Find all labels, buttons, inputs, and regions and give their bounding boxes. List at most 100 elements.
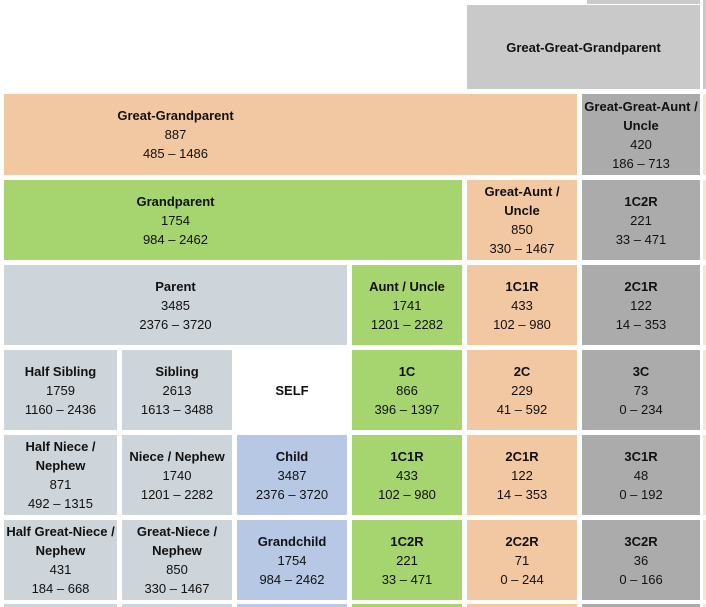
- cell-label: Niece / Nephew: [129, 448, 225, 464]
- cell-label: Great-Aunt / Uncle: [484, 184, 560, 218]
- cell-label: 1C2R: [390, 533, 424, 549]
- cell-label: Great-Great-Grandparent: [506, 39, 661, 55]
- cell-label: 2C1R: [505, 448, 539, 464]
- cell-label: 3C2R: [624, 533, 658, 549]
- cell-average: 2613: [162, 382, 192, 398]
- cell-r6-2c1r: 2C1R 122 14 – 353: [467, 435, 577, 515]
- cell-range: 330 – 1467: [144, 581, 210, 596]
- cell-label: 1C1R: [390, 448, 424, 464]
- cell-average: 48: [633, 467, 649, 483]
- cell-r3-1c2r: 1C2R 221 33 – 471: [582, 180, 700, 260]
- partial-bottom-row-col-3: [237, 604, 347, 607]
- cell-range: 33 – 471: [381, 571, 433, 587]
- cell-r2-great-grandparent: Great-Grandparent 887 485 – 1486: [4, 94, 577, 175]
- cell-label: Great-Niece / Nephew: [136, 524, 218, 558]
- cell-r4-parent: Parent 3485 2376 – 3720: [4, 265, 347, 345]
- cell-r5-2c: 2C 229 41 – 592: [467, 350, 577, 430]
- cell-label: 2C2R: [505, 533, 539, 549]
- cell-label: 2C1R: [624, 278, 658, 294]
- cell-label: Half Niece / Nephew: [25, 439, 96, 473]
- cell-label: Half Sibling: [24, 363, 97, 379]
- partial-right-column-seg-5: [703, 350, 706, 430]
- cell-average: 1741: [392, 297, 422, 313]
- cell-range: 485 – 1486: [142, 146, 209, 161]
- cell-range: 41 – 592: [496, 401, 548, 417]
- cell-range: 186 – 713: [612, 155, 670, 171]
- cell-average: 3485: [161, 297, 190, 313]
- cell-range: 1201 – 2282: [370, 316, 444, 332]
- cell-r2-great-great-aunt-uncle: Great-Great-Aunt / Uncle 420 186 – 713: [582, 94, 700, 175]
- cell-range: 102 – 980: [493, 316, 551, 332]
- cell-range: 2376 – 3720: [139, 316, 212, 332]
- cell-r5-self: SELF: [237, 350, 347, 430]
- cell-r6-1c1r: 1C1R 433 102 – 980: [352, 435, 462, 515]
- cell-r7-3c2r: 3C2R 36 0 – 166: [582, 520, 700, 600]
- cell-r3-grandparent: Grandparent 1754 984 – 2462: [4, 180, 462, 260]
- partial-right-column-seg-7: [703, 520, 706, 600]
- partial-bottom-row-col-1: [4, 604, 117, 607]
- cell-range: 33 – 471: [615, 231, 667, 247]
- cell-range: 0 – 166: [619, 571, 663, 587]
- cell-r5-half-sibling: Half Sibling 1759 1160 – 2436: [4, 350, 117, 430]
- partial-bottom-row-col-4: [352, 604, 462, 607]
- cell-label: Aunt / Uncle: [369, 278, 445, 294]
- cell-r4-1c1r: 1C1R 433 102 – 980: [467, 265, 577, 345]
- partial-right-column-seg-3: [703, 180, 706, 260]
- cell-average: 73: [633, 382, 649, 398]
- cell-r6-child: Child 3487 2376 – 3720: [237, 435, 347, 515]
- cell-average: 221: [396, 552, 418, 568]
- cell-r7-2c2r: 2C2R 71 0 – 244: [467, 520, 577, 600]
- cell-range: 396 – 1397: [374, 401, 440, 417]
- cell-average: 3487: [277, 467, 307, 483]
- cell-r1-great-great-grandparent: Great-Great-Grandparent: [467, 5, 700, 89]
- cell-range: 102 – 980: [378, 486, 436, 502]
- cell-label: Sibling: [155, 363, 199, 379]
- cell-range: 330 – 1467: [489, 241, 555, 256]
- partial-right-column-seg-8: [703, 604, 706, 607]
- cell-label: 2C: [513, 363, 531, 379]
- cell-average: 229: [511, 382, 533, 398]
- partial-bottom-row-col-2: [122, 604, 232, 607]
- cell-range: 984 – 2462: [142, 231, 209, 247]
- cell-average: 850: [166, 562, 188, 577]
- cell-label: Grandparent: [136, 193, 215, 209]
- cell-average: 1740: [162, 467, 192, 483]
- cell-range: 1201 – 2282: [140, 486, 214, 502]
- cell-average: 871: [49, 477, 72, 492]
- cell-range: 984 – 2462: [259, 571, 325, 587]
- cell-range: 492 – 1315: [27, 496, 94, 511]
- cell-r6-3c1r: 3C1R 48 0 – 192: [582, 435, 700, 515]
- cell-label: 3C1R: [624, 448, 658, 464]
- cell-r5-sibling: Sibling 2613 1613 – 3488: [122, 350, 232, 430]
- cell-range: 0 – 234: [619, 401, 663, 417]
- cell-label: Half Great-Niece / Nephew: [6, 524, 115, 558]
- cell-label: 1C: [398, 363, 416, 379]
- cell-label: Great-Grandparent: [117, 108, 234, 123]
- cell-r7-great-niece-nephew: Great-Niece / Nephew 850 330 – 1467: [122, 520, 232, 600]
- cell-r5-3c: 3C 73 0 – 234: [582, 350, 700, 430]
- cell-average: 866: [396, 382, 418, 398]
- cell-r4-2c1r: 2C1R 122 14 – 353: [582, 265, 700, 345]
- cell-average: 433: [396, 467, 418, 483]
- cell-range: 1613 – 3488: [140, 401, 214, 417]
- cell-label: Child: [275, 448, 309, 464]
- cell-r6-half-niece-nephew: Half Niece / Nephew 871 492 – 1315: [4, 435, 117, 515]
- partial-right-column-seg-6: [703, 435, 706, 515]
- cell-average: 122: [511, 467, 533, 483]
- cell-r6-niece-nephew: Niece / Nephew 1740 1201 – 2282: [122, 435, 232, 515]
- partial-cell-above-top-right: [587, 0, 700, 4]
- cell-label: 1C1R: [505, 278, 539, 294]
- cell-average: 1759: [46, 382, 75, 398]
- cell-range: 0 – 192: [619, 486, 663, 502]
- cell-r5-1c: 1C 866 396 – 1397: [352, 350, 462, 430]
- cell-label: Parent: [155, 278, 196, 294]
- cell-range: 2376 – 3720: [255, 486, 329, 502]
- cell-range: 14 – 353: [496, 486, 548, 502]
- cell-label: Great-Great-Aunt / Uncle: [584, 98, 698, 133]
- partial-right-column-seg-4: [703, 265, 706, 345]
- cell-label: SELF: [275, 382, 309, 398]
- cell-r4-aunt-uncle: Aunt / Uncle 1741 1201 – 2282: [352, 265, 462, 345]
- cell-r7-half-great-niece-nephew: Half Great-Niece / Nephew 431 184 – 668: [4, 520, 117, 600]
- cell-r3-great-aunt-uncle: Great-Aunt / Uncle 850 330 – 1467: [467, 180, 577, 260]
- cell-range: 1160 – 2436: [24, 401, 97, 417]
